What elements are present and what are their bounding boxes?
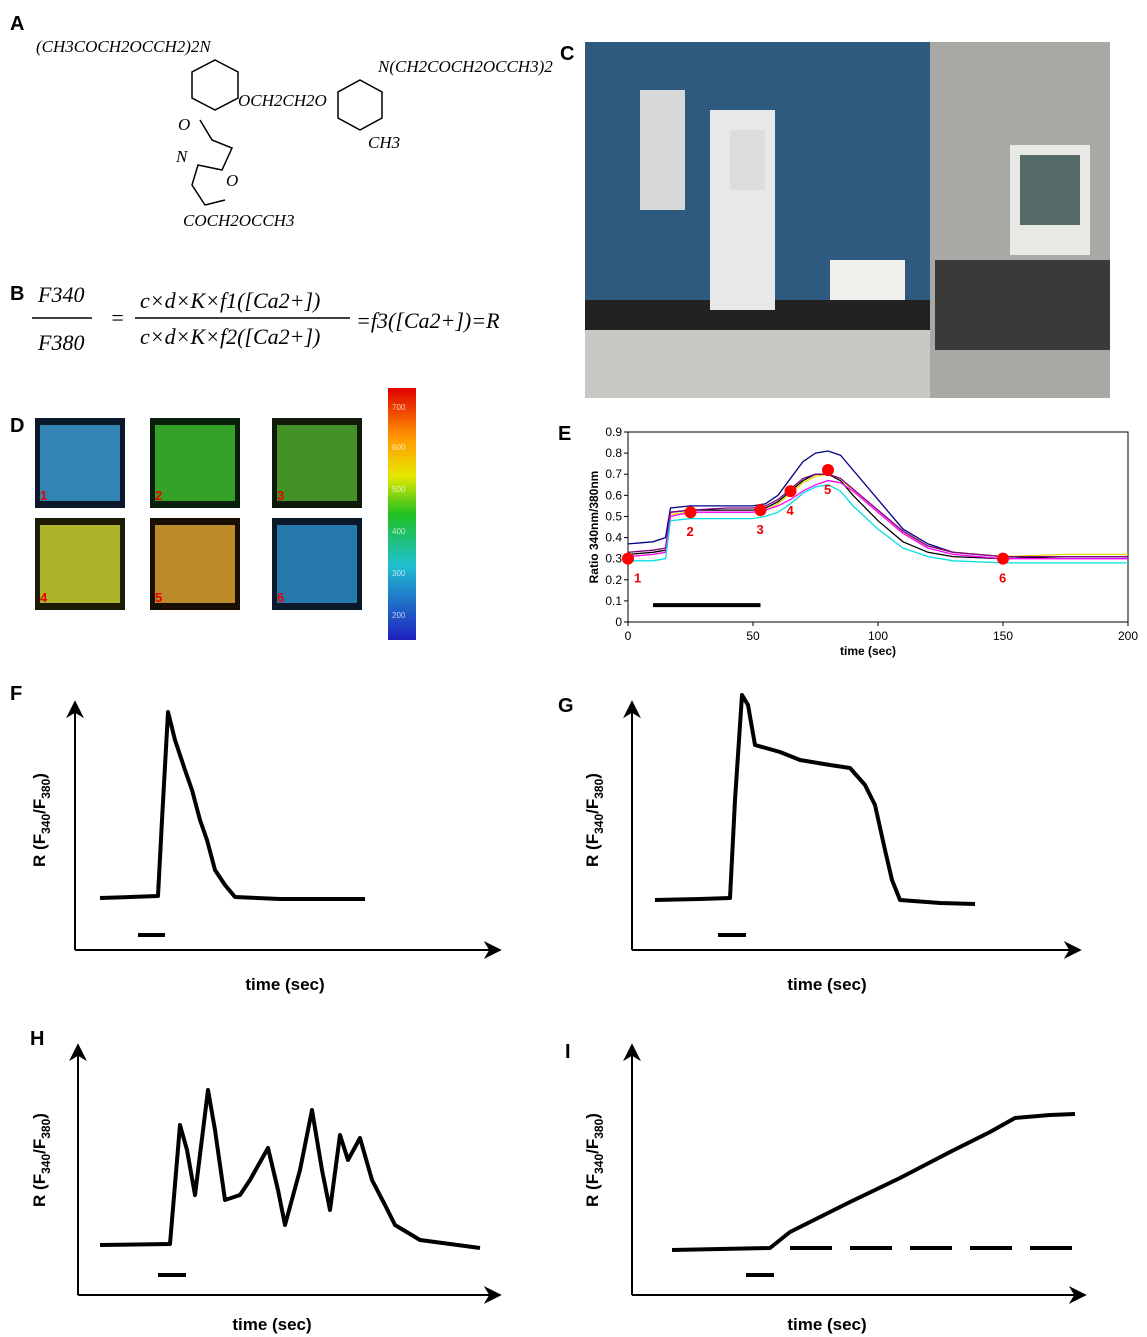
colorbar-tick: 300 [392,569,406,578]
time-point [754,504,767,517]
ratio-images: 1 2 3 4 5 6 700 600 500 400 300 200 [35,388,416,640]
y-tick-label: 0.5 [605,509,622,523]
x-axis-label: time (sec) [232,1315,311,1334]
time-point-label: 4 [787,503,795,518]
y-tick-label: 0.4 [605,531,622,545]
y-axis-label: Ratio 340nm/380nm [587,471,601,584]
setup-photo [585,42,1110,398]
formula-fragment: COCH2OCCH3 [183,211,294,230]
panel-letter: E [558,423,571,445]
panel-letter: H [30,1028,44,1050]
panel-letter: B [10,283,24,305]
equation: F340 F380 = c×d×K×f1([Ca2+]) c×d×K×f2([C… [32,282,500,355]
colorbar-tick: 600 [392,443,406,452]
time-point [684,506,697,519]
equation-part: c×d×K×f1([Ca2+]) [140,288,320,313]
trace [99,1088,481,1250]
y-tick-label: 0.9 [605,425,622,439]
x-tick-label: 150 [993,629,1013,643]
x-axis-label: time (sec) [787,1315,866,1334]
series-line [627,479,1128,560]
series-line [627,473,1128,558]
image-label: 6 [277,590,284,605]
trace [99,710,365,901]
time-point-label: 1 [634,571,641,586]
x-tick-label: 100 [868,629,888,643]
formula-fragment: O [178,115,190,134]
series-line [627,473,1128,558]
chemical-structure: (CH3COCH2OCCH2)2N N(CH2COCH2OCCH3)2 OCH2… [36,37,553,230]
colorbar-tick: 700 [392,403,406,412]
trace [654,693,976,906]
time-point [822,464,834,476]
image-label: 4 [40,590,48,605]
y-tick-label: 0.3 [605,552,622,566]
x-axis-label: time (sec) [840,644,896,658]
y-tick-label: 0.1 [605,594,622,608]
formula-fragment: O [226,171,238,190]
image-label: 2 [155,488,162,503]
image-label: 1 [40,488,47,503]
x-tick-label: 50 [746,629,760,643]
y-axis-label: R (F340/F380) [30,1113,53,1207]
colorbar [388,388,416,640]
schematic-i: time (sec) R (F340/F380) [583,1043,1087,1334]
colorbar-tick: 400 [392,527,406,536]
y-axis-label: R (F340/F380) [583,773,606,867]
time-point-label: 3 [757,522,764,537]
y-tick-label: 0.7 [605,467,622,481]
x-axis-label: time (sec) [245,975,324,994]
y-axis-label: R (F340/F380) [583,1113,606,1207]
time-point [622,552,634,565]
formula-fragment: OCH2CH2O [238,91,327,110]
schematic-h: time (sec) R (F340/F380) [30,1043,502,1334]
y-axis-label: R (F340/F380) [30,773,53,867]
x-tick-label: 200 [1118,629,1138,643]
panel-letter: G [558,695,574,717]
time-point [997,552,1009,565]
series-line [627,473,1128,560]
equation-part: = [110,305,125,330]
image-label: 3 [277,488,284,503]
schematic-g: time (sec) R (F340/F380) [583,693,1082,994]
formula-fragment: N(CH2COCH2OCCH3)2 [377,57,553,76]
time-point-label: 2 [687,524,694,539]
schematic-f: time (sec) R (F340/F380) [30,700,502,994]
series-line [628,484,1128,564]
formula-fragment: N [175,147,189,166]
image-label: 5 [155,590,162,605]
equation-part: F340 [37,282,84,307]
panel-letter: A [10,13,24,35]
y-tick-label: 0.8 [605,446,622,460]
formula-fragment: CH3 [368,133,400,152]
plot-frame [627,431,1129,623]
equation-part: F380 [37,330,84,355]
equation-part: c×d×K×f2([Ca2+]) [140,324,320,349]
x-tick-label: 0 [625,629,632,643]
series-line [627,450,1128,558]
time-point-label: 5 [824,482,831,497]
x-axis-label: time (sec) [787,975,866,994]
y-tick-label: 0 [615,615,622,629]
y-tick-label: 0.6 [605,488,622,502]
panel-letter: C [560,43,574,65]
panel-letter: D [10,415,24,437]
panel-letter: F [10,683,22,705]
time-point [784,485,797,498]
y-tick-label: 0.2 [605,573,622,587]
colorbar-tick: 200 [392,611,406,620]
trace [671,1112,1076,1252]
formula-fragment: (CH3COCH2OCCH2)2N [36,37,212,56]
equation-part: =f3([Ca2+])=R [356,308,500,333]
time-point-label: 6 [999,571,1006,586]
ratio-chart: 0 0.1 0.2 0.3 0.4 0.5 0.6 0.7 0.8 0.9 0 50 100 150 200… [587,425,1138,658]
colorbar-tick: 500 [392,485,406,494]
panel-letter: I [565,1041,571,1063]
